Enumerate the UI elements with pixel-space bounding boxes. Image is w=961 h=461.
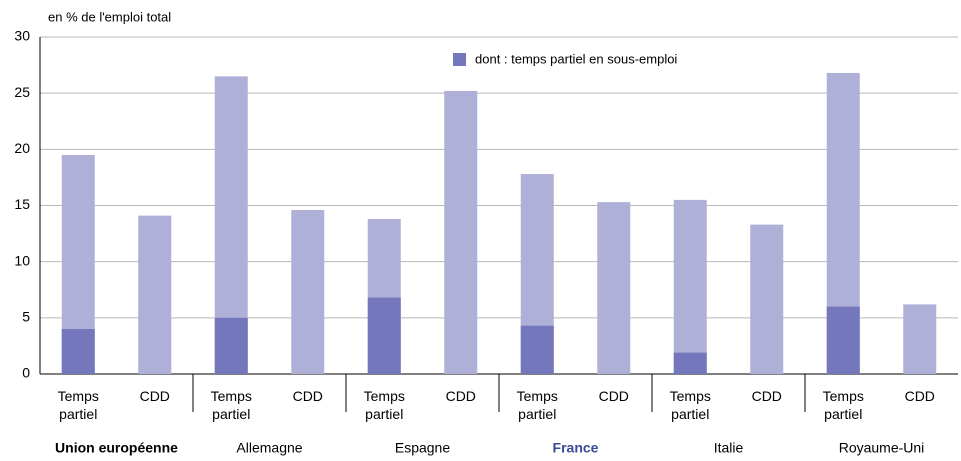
x-tick-label: Temps partiel	[670, 388, 711, 422]
x-tick-label: CDD	[599, 388, 629, 404]
bar	[367, 297, 401, 374]
bar	[214, 317, 248, 374]
bar	[673, 352, 707, 374]
x-tick-label: CDD	[140, 388, 170, 404]
x-tick-label: Temps partiel	[58, 388, 99, 422]
bar	[750, 224, 784, 374]
bar	[903, 304, 937, 374]
x-tick-label: Temps partiel	[517, 388, 558, 422]
x-tick-label: CDD	[293, 388, 323, 404]
bar	[673, 199, 707, 374]
x-tick-label: CDD	[752, 388, 782, 404]
x-tick-label: CDD	[446, 388, 476, 404]
group-label: Royaume-Uni	[839, 440, 925, 456]
y-tick-label: 20	[14, 140, 30, 156]
x-tick-label: CDD	[905, 388, 935, 404]
bar	[291, 209, 325, 374]
legend-label: dont : temps partiel en sous-emploi	[475, 51, 677, 66]
bar	[826, 306, 860, 374]
bar	[520, 325, 554, 374]
legend-swatch	[453, 53, 466, 66]
x-tick-label: Temps partiel	[364, 388, 405, 422]
group-label: Espagne	[395, 440, 450, 456]
y-tick-label: 15	[14, 196, 30, 212]
group-label: Italie	[714, 440, 744, 456]
group-label: Union européenne	[55, 440, 178, 456]
bar	[138, 215, 172, 374]
bar	[597, 202, 631, 374]
y-tick-label: 30	[14, 28, 30, 44]
group-label: Allemagne	[236, 440, 302, 456]
bar	[61, 329, 95, 374]
y-tick-label: 0	[22, 365, 30, 381]
y-tick-label: 10	[14, 252, 30, 268]
x-tick-label: Temps partiel	[823, 388, 864, 422]
x-tick-label: Temps partiel	[211, 388, 252, 422]
y-tick-label: 5	[22, 309, 30, 325]
axis-label: en % de l'emploi total	[48, 9, 171, 24]
y-tick-label: 25	[14, 84, 30, 100]
group-label: France	[553, 440, 599, 456]
bar	[444, 90, 478, 375]
